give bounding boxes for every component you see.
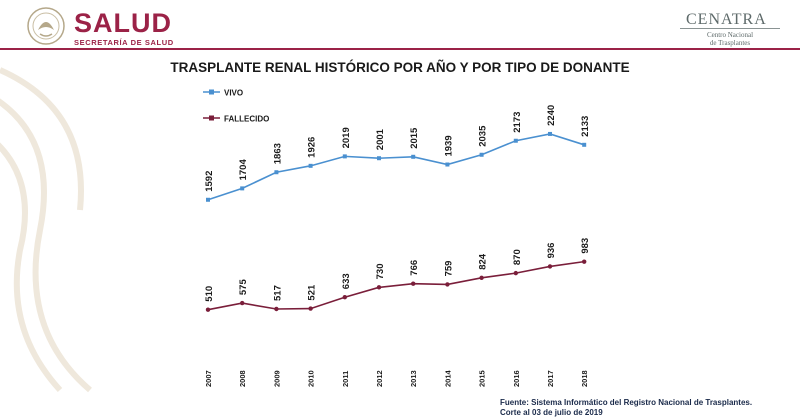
data-label: 2035	[478, 125, 489, 147]
data-point	[274, 170, 279, 175]
data-label: 1592	[204, 171, 215, 192]
x-tick-label: 2017	[546, 370, 555, 387]
data-point	[308, 163, 313, 168]
legend-label: FALLECIDO	[224, 115, 269, 124]
org-subtitle: Centro Nacional de Trasplantes	[680, 31, 780, 47]
data-point	[411, 154, 416, 159]
eagle-seal-icon	[22, 6, 70, 51]
x-tick-label: 2018	[580, 370, 589, 387]
source-note: Fuente: Sistema Informático del Registro…	[500, 398, 780, 418]
data-point	[445, 282, 450, 287]
legend-label: VIVO	[224, 89, 243, 98]
x-tick-label: 2016	[512, 370, 521, 387]
source-line2: Corte al 03 de julio de 2019	[500, 408, 603, 417]
data-label: 2240	[546, 105, 557, 126]
data-point	[205, 307, 211, 312]
data-label: 824	[478, 253, 489, 270]
org-subtitle-line2: de Trasplantes	[709, 39, 751, 47]
data-point	[274, 306, 279, 312]
data-label: 510	[204, 286, 215, 302]
data-point	[411, 281, 416, 286]
data-point	[513, 270, 518, 276]
data-label: 1939	[443, 135, 454, 156]
legend-marker	[209, 89, 214, 95]
x-tick-label: 2009	[272, 370, 281, 387]
source-line1: Fuente: Sistema Informático del Registro…	[500, 398, 753, 407]
series-line	[207, 260, 585, 311]
data-point	[548, 131, 552, 136]
data-point	[377, 156, 381, 161]
data-point	[342, 154, 347, 159]
brand-subtitle: SECRETARÍA DE SALUD	[74, 38, 174, 47]
x-tick-label: 2011	[341, 371, 350, 387]
x-tick-label: 2015	[478, 370, 487, 387]
x-tick-label: 2012	[375, 370, 384, 387]
data-point	[240, 300, 245, 306]
data-point	[240, 186, 245, 191]
data-point	[376, 285, 382, 290]
data-label: 936	[546, 243, 557, 259]
data-label: 1863	[272, 143, 283, 164]
legend-marker	[209, 115, 214, 121]
data-point	[308, 306, 313, 311]
data-label: 870	[512, 249, 523, 265]
header-divider	[0, 48, 800, 50]
data-point	[206, 197, 210, 202]
header: SALUD SECRETARÍA DE SALUD CENATRA Centro…	[0, 0, 800, 48]
data-point	[479, 275, 484, 280]
data-point	[582, 142, 587, 147]
x-tick-label: 2014	[443, 369, 452, 387]
data-label: 983	[580, 238, 591, 254]
x-tick-label: 2013	[409, 370, 418, 387]
data-label: 766	[409, 260, 420, 276]
chart-title: TRASPLANTE RENAL HISTÓRICO POR AÑO Y POR…	[170, 60, 630, 75]
background-pattern-icon	[0, 67, 92, 393]
data-label: 517	[272, 285, 283, 301]
data-point	[513, 138, 518, 143]
data-label: 759	[443, 261, 454, 277]
data-label: 1926	[307, 137, 318, 158]
org-subtitle-line1: Centro Nacional	[706, 31, 754, 39]
data-label: 633	[341, 273, 352, 289]
brand-title: SALUD	[74, 8, 172, 38]
x-tick-label: 2008	[238, 370, 247, 387]
data-label: 2015	[409, 127, 420, 149]
org-title: CENATRA	[686, 11, 767, 28]
org-divider	[680, 28, 780, 29]
x-tick-label: 2007	[204, 370, 213, 387]
data-label: 2001	[375, 128, 386, 150]
data-point	[582, 259, 587, 264]
data-label: 521	[307, 284, 318, 301]
data-label: 2173	[512, 112, 523, 133]
data-label: 730	[375, 263, 386, 279]
data-label: 2019	[341, 127, 352, 148]
x-tick-label: 2010	[307, 370, 316, 387]
data-label: 575	[238, 279, 249, 296]
series-line	[207, 133, 585, 201]
data-point	[445, 162, 450, 167]
data-point	[479, 152, 484, 157]
data-label: 1704	[238, 159, 249, 181]
data-label: 2133	[580, 116, 591, 137]
data-point	[547, 264, 553, 269]
data-point	[342, 295, 347, 300]
